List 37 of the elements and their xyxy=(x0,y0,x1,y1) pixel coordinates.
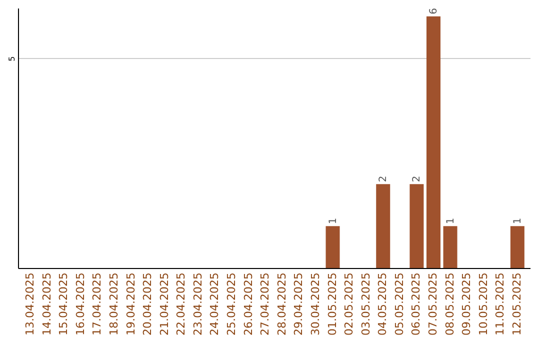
x-tick-label: 04.05.2025 xyxy=(376,272,390,336)
x-tick-label: 19.04.2025 xyxy=(124,272,138,336)
x-tick-label: 30.04.2025 xyxy=(308,272,322,336)
x-tick-label: 07.05.2025 xyxy=(426,272,440,336)
x-tick-label: 11.05.2025 xyxy=(494,272,507,336)
x-tick-label: 10.05.2025 xyxy=(476,272,490,336)
x-tick-label: 05.05.2025 xyxy=(392,272,406,336)
x-tick-label: 24.04.2025 xyxy=(208,272,222,336)
x-tick-label: 28.04.2025 xyxy=(275,272,288,336)
x-tick-label: 01.05.2025 xyxy=(326,272,339,336)
data-label: 6 xyxy=(428,8,440,14)
x-tick-label: 15.04.2025 xyxy=(57,272,70,336)
data-label: 1 xyxy=(512,218,524,224)
x-tick-label: 26.04.2025 xyxy=(242,272,255,336)
x-tick-label: 13.04.2025 xyxy=(24,272,37,336)
x-tick-label: 02.05.2025 xyxy=(342,272,356,336)
data-label: 1 xyxy=(445,218,456,224)
x-tick-label: 22.04.2025 xyxy=(174,272,188,336)
x-tick-label: 12.05.2025 xyxy=(510,272,524,336)
x-tick-label: 09.05.2025 xyxy=(460,272,474,336)
data-label: 2 xyxy=(412,176,423,182)
x-tick-label: 03.05.2025 xyxy=(359,272,372,336)
x-tick-label: 08.05.2025 xyxy=(443,272,456,336)
x-tick-label: 27.04.2025 xyxy=(258,272,272,336)
x-tick-label: 23.04.2025 xyxy=(191,272,204,336)
x-tick-label: 16.04.2025 xyxy=(74,272,87,336)
x-tick-label: 06.05.2025 xyxy=(410,272,423,336)
data-label: 1 xyxy=(328,218,339,224)
x-tick-label: 29.04.2025 xyxy=(292,272,306,336)
y-tick-label: 5 xyxy=(8,56,16,62)
x-tick-label: 17.04.2025 xyxy=(90,272,104,336)
x-tick-label: 21.04.2025 xyxy=(158,272,171,336)
x-tick-label: 20.04.2025 xyxy=(141,272,154,336)
data-label: 2 xyxy=(378,176,390,182)
x-tick-label: 25.04.2025 xyxy=(225,272,238,336)
x-tick-label: 18.04.2025 xyxy=(108,272,121,336)
x-tick-label: 14.04.2025 xyxy=(40,272,54,336)
